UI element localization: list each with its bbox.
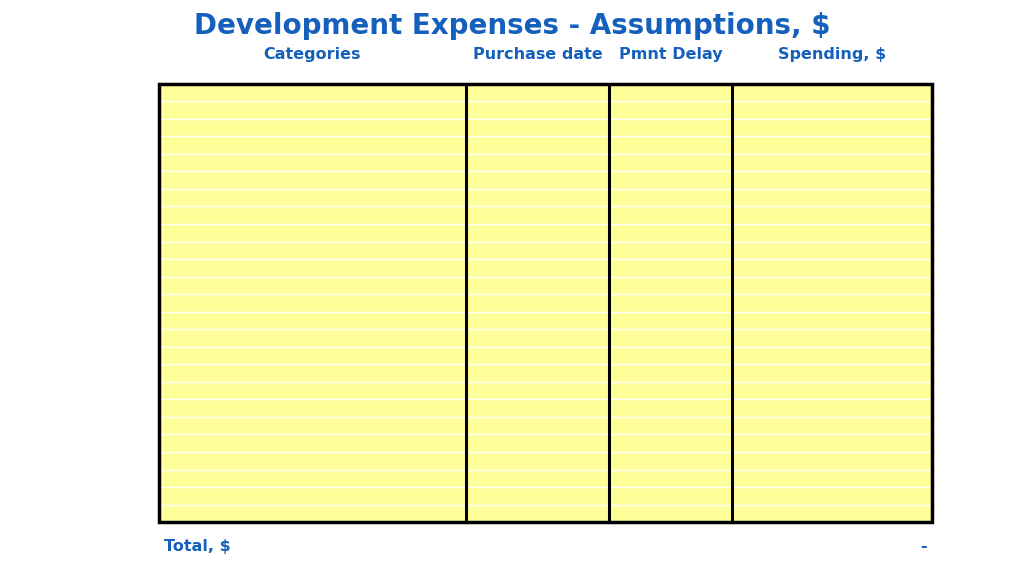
Bar — [159, 470, 932, 487]
Bar — [159, 84, 932, 101]
Text: Pmnt Delay: Pmnt Delay — [618, 47, 723, 62]
Bar — [159, 207, 932, 224]
Text: Categories: Categories — [263, 47, 361, 62]
Bar — [159, 417, 932, 434]
Bar — [159, 224, 932, 242]
Text: Total, $: Total, $ — [164, 539, 230, 554]
Text: Development Expenses - Assumptions, $: Development Expenses - Assumptions, $ — [194, 12, 830, 40]
Bar — [159, 505, 932, 522]
Bar — [159, 434, 932, 452]
Bar — [159, 119, 932, 136]
Bar — [159, 136, 932, 154]
Bar — [159, 242, 932, 259]
Bar — [159, 171, 932, 189]
Bar — [159, 487, 932, 505]
Bar — [159, 189, 932, 207]
Bar — [159, 347, 932, 364]
Bar — [159, 84, 932, 522]
Bar — [159, 259, 932, 276]
Bar — [159, 329, 932, 347]
Bar — [159, 364, 932, 382]
Bar — [159, 101, 932, 119]
Bar — [159, 399, 932, 417]
Text: Purchase date: Purchase date — [473, 47, 602, 62]
Text: Spending, $: Spending, $ — [778, 47, 886, 62]
Bar — [159, 312, 932, 329]
Bar — [159, 452, 932, 470]
Bar — [159, 154, 932, 171]
Bar — [159, 382, 932, 399]
Bar — [159, 294, 932, 312]
Text: -: - — [921, 539, 927, 554]
Bar — [159, 276, 932, 294]
